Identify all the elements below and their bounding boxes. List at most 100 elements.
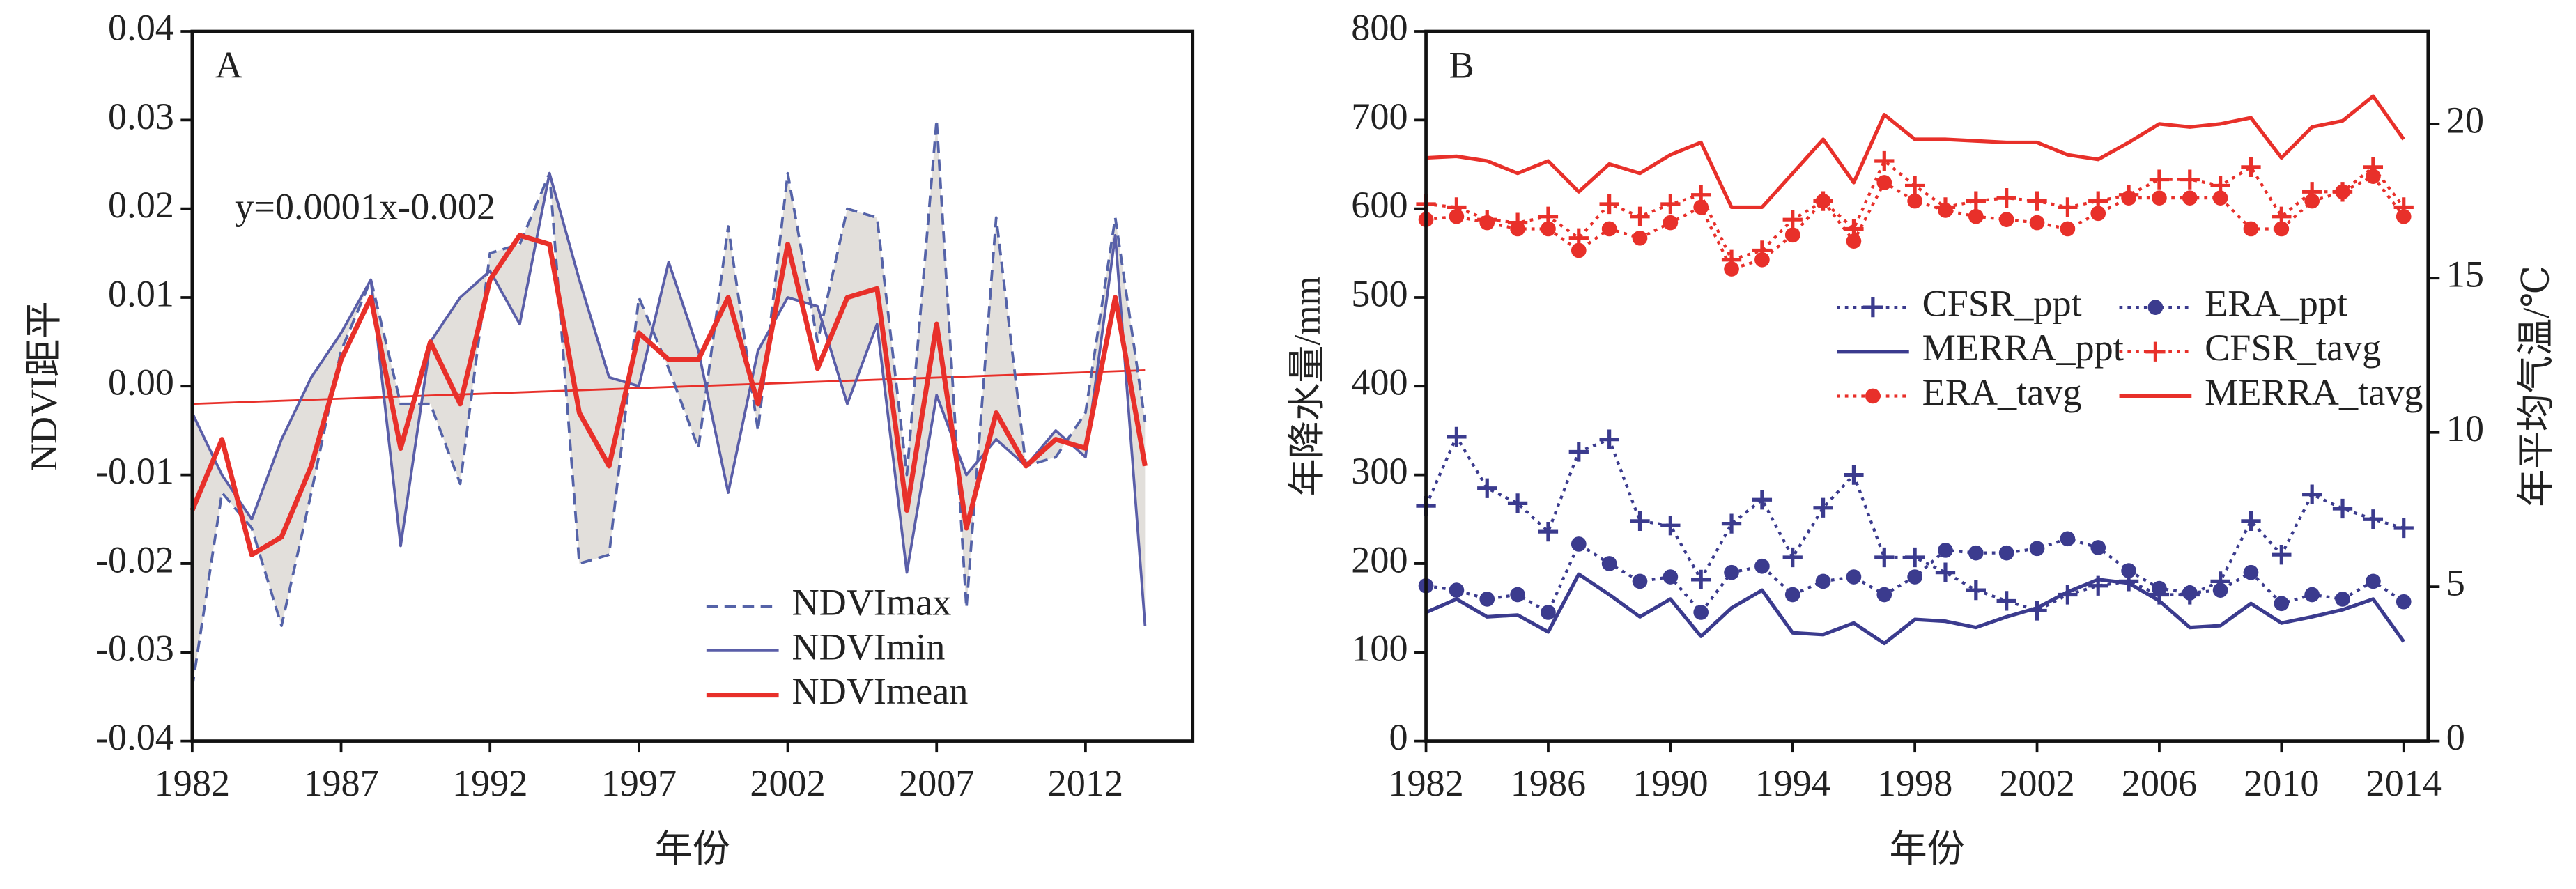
marker (2363, 509, 2384, 529)
marker (1754, 252, 1770, 268)
trend-line (192, 369, 1146, 405)
legend-label: ERA_ppt (2205, 283, 2347, 325)
marker (2060, 221, 2076, 237)
marker (1968, 545, 1984, 561)
marker (1721, 513, 1742, 534)
marker (1876, 175, 1892, 190)
marker (2182, 585, 2198, 601)
y-tick-label: 400 (1351, 362, 1407, 403)
marker (1660, 194, 1681, 215)
y-tick-label: 0.04 (108, 6, 174, 48)
x-tick-label: 1998 (1877, 762, 1952, 804)
series-line (1425, 572, 2405, 646)
marker (2243, 221, 2259, 237)
marker (2272, 545, 2292, 565)
y2-tick-label: 5 (2446, 562, 2465, 604)
x-tick-label: 1990 (1633, 762, 1708, 804)
marker (1507, 493, 1528, 513)
x-tick-label: 1982 (155, 762, 230, 804)
marker (1998, 212, 2014, 228)
y-axis-label: NDVI距平 (23, 301, 65, 471)
marker (2121, 563, 2136, 578)
marker (1479, 215, 1495, 231)
x-tick-label: 2002 (750, 762, 825, 804)
marker (2304, 193, 2320, 209)
marker (2121, 190, 2136, 206)
marker (1663, 569, 1679, 585)
marker (2332, 498, 2353, 519)
marker (2335, 592, 2350, 607)
marker (1846, 569, 1862, 585)
marker (2393, 518, 2414, 539)
y-axis-label: 年降水量/mm (1286, 276, 1328, 496)
marker (1966, 191, 1986, 211)
marker (1904, 547, 1925, 568)
marker (2212, 582, 2228, 598)
x-tick-label: 2014 (2366, 762, 2442, 804)
y2-tick-label: 10 (2446, 408, 2484, 449)
marker (1477, 478, 1497, 498)
marker (2180, 169, 2200, 190)
marker (1815, 573, 1831, 589)
marker (2396, 208, 2412, 224)
marker (1630, 206, 1650, 226)
marker (1876, 587, 1892, 603)
y2-axis-label: 年平均气温/℃ (2515, 265, 2557, 507)
marker (1541, 221, 1556, 237)
y-tick-label: 300 (1351, 450, 1407, 492)
marker (1844, 465, 1864, 485)
marker (2029, 215, 2045, 231)
marker (1938, 542, 1953, 558)
marker (1449, 208, 1465, 224)
marker (1510, 587, 1525, 603)
legend-label: MERRA_ppt (1922, 327, 2124, 369)
x-tick-label: 1987 (303, 762, 378, 804)
y-tick-label: -0.03 (95, 628, 174, 670)
legend-label: NDVImean (792, 670, 968, 712)
y-tick-label: 600 (1351, 184, 1407, 226)
y-tick-label: -0.02 (95, 539, 174, 580)
marker (2147, 300, 2164, 315)
range-band (192, 120, 1146, 688)
marker (1782, 547, 1803, 568)
x-tick-label: 2012 (1048, 762, 1123, 804)
y2-tick-label: 0 (2446, 716, 2465, 758)
marker (1599, 429, 1619, 449)
marker (2029, 541, 2045, 557)
legend-label: ERA_tavg (1922, 371, 2082, 413)
x-tick-label: 1986 (1511, 762, 1586, 804)
marker (2366, 169, 2381, 185)
marker (2241, 511, 2261, 531)
plot-area (1426, 31, 2428, 741)
marker (1538, 521, 1559, 542)
marker (1998, 545, 2014, 561)
marker (1874, 150, 1895, 171)
marker (2304, 587, 2320, 603)
marker (2090, 540, 2106, 555)
y-tick-label: 100 (1351, 628, 1407, 670)
marker (1935, 562, 1956, 582)
panel-label: B (1449, 45, 1474, 86)
y2-tick-label: 20 (2446, 99, 2484, 141)
marker (2243, 564, 2259, 580)
marker (2149, 169, 2170, 190)
y-tick-label: -0.01 (95, 450, 174, 492)
trend-equation: y=0.0001x-0.002 (235, 185, 495, 227)
panel-label: A (215, 45, 242, 86)
marker (1782, 210, 1803, 230)
marker (1632, 573, 1648, 589)
marker (1865, 388, 1881, 404)
marker (1630, 511, 1650, 531)
marker (1632, 230, 1648, 246)
marker (2152, 190, 2167, 206)
marker (2060, 531, 2076, 547)
marker (1784, 587, 1800, 603)
marker (1568, 442, 1589, 462)
marker (1510, 221, 1525, 237)
marker (1724, 564, 1739, 580)
y-tick-label: 0.03 (108, 95, 174, 137)
marker (2058, 197, 2078, 217)
x-tick-label: 2010 (2244, 762, 2319, 804)
